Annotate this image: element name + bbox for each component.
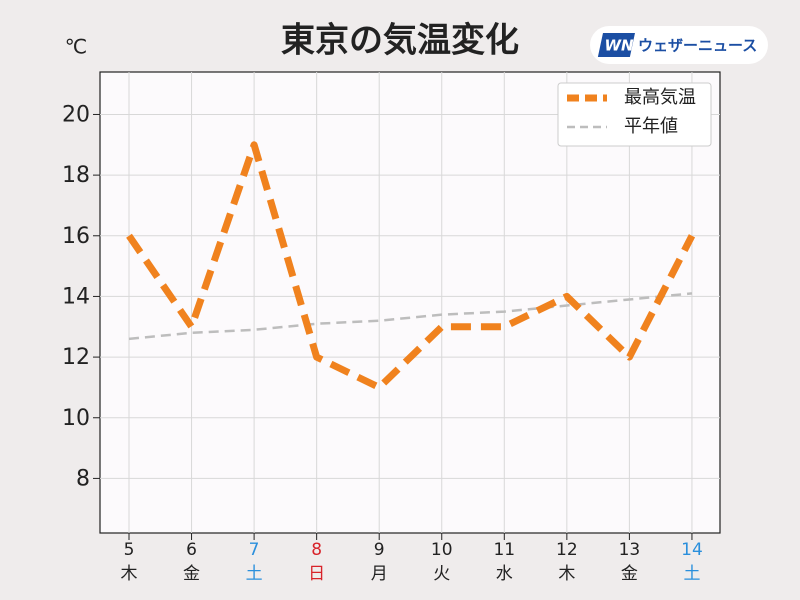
x-weekday-label: 土 bbox=[683, 564, 700, 584]
y-tick-label: 12 bbox=[62, 345, 90, 370]
grid bbox=[93, 72, 720, 540]
legend-label: 平年値 bbox=[624, 116, 678, 137]
x-tick-label: 7 bbox=[249, 540, 260, 560]
x-tick-label: 8 bbox=[311, 540, 322, 560]
series-line bbox=[126, 141, 696, 391]
x-weekday-label: 土 bbox=[246, 564, 263, 584]
y-tick-label: 8 bbox=[76, 466, 90, 491]
x-weekday-label: 金 bbox=[621, 564, 638, 584]
logo-mark: WN bbox=[604, 37, 634, 55]
x-tick-label: 10 bbox=[431, 540, 453, 560]
x-weekday-label: 木 bbox=[558, 564, 575, 584]
chart-title: 東京の気温変化 bbox=[281, 21, 519, 61]
x-tick-label: 9 bbox=[374, 540, 385, 560]
x-tick-label: 5 bbox=[124, 540, 135, 560]
y-tick-label: 20 bbox=[62, 102, 90, 127]
lines bbox=[126, 141, 696, 391]
x-tick-label: 6 bbox=[186, 540, 197, 560]
x-weekday-label: 水 bbox=[496, 564, 513, 584]
y-tick-label: 16 bbox=[62, 224, 90, 249]
logo-mark-bg bbox=[597, 33, 635, 57]
legend: 最高気温 平年値 bbox=[557, 82, 712, 147]
x-weekday-label: 月 bbox=[371, 564, 388, 584]
x-weekday-label: 金 bbox=[183, 564, 200, 584]
x-weekday-label: 木 bbox=[121, 564, 138, 584]
x-tick-label: 14 bbox=[681, 540, 703, 560]
x-tick-label: 11 bbox=[493, 540, 515, 560]
x-tick-label: 12 bbox=[556, 540, 578, 560]
legend-label: 最高気温 bbox=[624, 87, 696, 108]
logo-text: ウェザーニュース bbox=[638, 37, 757, 55]
x-weekday-label: 火 bbox=[433, 564, 450, 584]
logo-badge bbox=[590, 26, 768, 64]
y-tick-label: 14 bbox=[62, 284, 90, 309]
y-unit: ℃ bbox=[65, 35, 87, 59]
series-line bbox=[128, 292, 693, 341]
x-tick-label: 13 bbox=[619, 540, 641, 560]
y-tick-label: 18 bbox=[62, 163, 90, 188]
x-weekday-label: 日 bbox=[308, 564, 325, 584]
logo: WN ウェザーニュース bbox=[590, 26, 768, 64]
y-tick-label: 10 bbox=[62, 406, 90, 431]
